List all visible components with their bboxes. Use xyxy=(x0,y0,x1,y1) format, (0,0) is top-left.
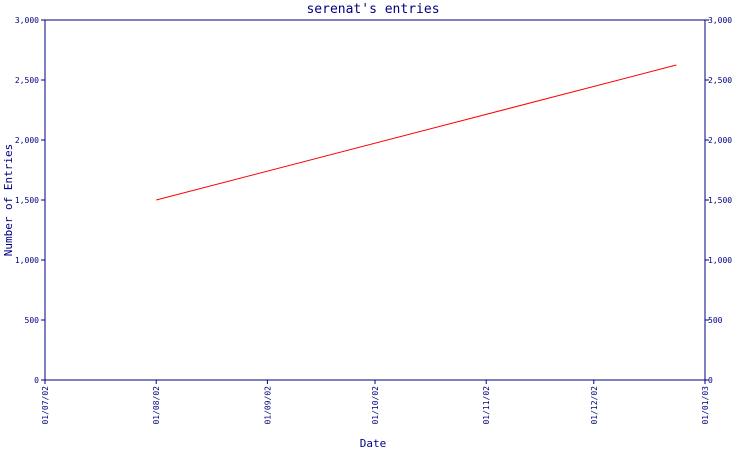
y-tick-label-right: 1,000 xyxy=(708,256,732,265)
y-tick-label-right: 1,500 xyxy=(708,196,732,205)
y-tick-label-left: 0 xyxy=(34,376,39,385)
plot-frame xyxy=(44,19,706,381)
y-tick-label-right: 3,000 xyxy=(708,16,732,25)
x-tick-label: 01/09/02 xyxy=(263,386,272,425)
y-tick-label-right: 0 xyxy=(708,376,713,385)
y-tick-label-right: 2,000 xyxy=(708,136,732,145)
x-axis: 01/07/02 01/08/02 01/09/02 01/10/02 01/11/02… xyxy=(41,380,710,425)
y-tick-label-right: 500 xyxy=(708,316,723,325)
y-tick-label-right: 2,500 xyxy=(708,76,732,85)
y-tick-label-left: 1,000 xyxy=(15,256,39,265)
x-tick-label: 01/07/02 xyxy=(41,386,50,425)
x-tick-label: 01/01/03 xyxy=(701,386,710,425)
y-axis-left: 0 500 1,000 1,500 2,000 2,500 3,000 xyxy=(15,16,45,385)
x-tick-label: 01/10/02 xyxy=(371,386,380,425)
chart-title: serenat's entries xyxy=(306,2,439,17)
x-axis-label: Date xyxy=(360,437,387,450)
x-tick-label: 01/11/02 xyxy=(482,386,491,425)
series-line-0 xyxy=(156,64,677,201)
x-tick-label: 01/08/02 xyxy=(152,386,161,425)
y-tick-label-left: 3,000 xyxy=(15,16,39,25)
y-axis-right: 0 500 1,000 1,500 2,000 2,500 3,000 xyxy=(705,16,732,385)
y-tick-label-left: 500 xyxy=(25,316,40,325)
y-axis-label: Number of Entries xyxy=(2,144,15,257)
x-tick-label: 01/12/02 xyxy=(590,386,599,425)
y-tick-label-left: 2,500 xyxy=(15,76,39,85)
y-tick-label-left: 2,000 xyxy=(15,136,39,145)
y-tick-label-left: 1,500 xyxy=(15,196,39,205)
series-group xyxy=(156,64,677,201)
